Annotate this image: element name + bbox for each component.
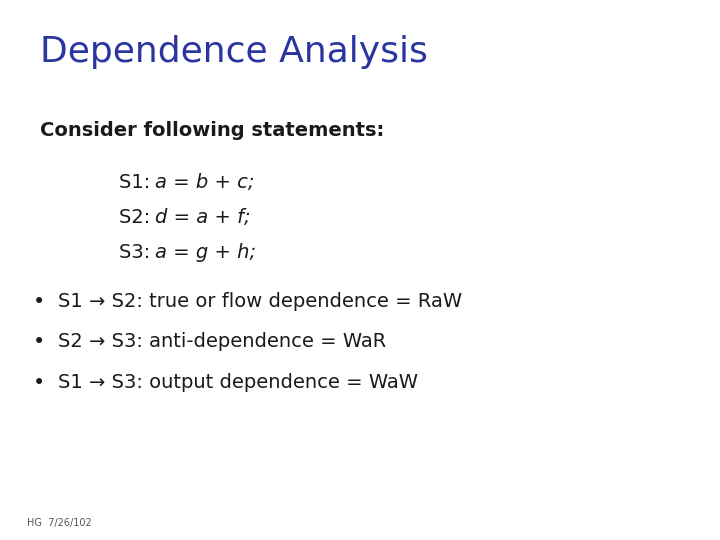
Text: S1:: S1: xyxy=(119,173,156,192)
Text: •: • xyxy=(32,292,45,312)
Text: a = b + c;: a = b + c; xyxy=(155,173,254,192)
Text: S2:: S2: xyxy=(119,208,156,227)
Text: S1 → S2: true or flow dependence = RaW: S1 → S2: true or flow dependence = RaW xyxy=(58,292,462,310)
Text: Consider following statements:: Consider following statements: xyxy=(40,122,384,140)
Text: •: • xyxy=(32,332,45,352)
Text: HG  7/26/102: HG 7/26/102 xyxy=(27,518,92,528)
Text: d = a + f;: d = a + f; xyxy=(155,208,251,227)
Text: a = g + h;: a = g + h; xyxy=(155,243,256,262)
Text: •: • xyxy=(32,373,45,393)
Text: S2 → S3: anti-dependence = WaR: S2 → S3: anti-dependence = WaR xyxy=(58,332,386,351)
Text: S1 → S3: output dependence = WaW: S1 → S3: output dependence = WaW xyxy=(58,373,418,392)
Text: S3:: S3: xyxy=(119,243,156,262)
Text: Dependence Analysis: Dependence Analysis xyxy=(40,35,428,69)
